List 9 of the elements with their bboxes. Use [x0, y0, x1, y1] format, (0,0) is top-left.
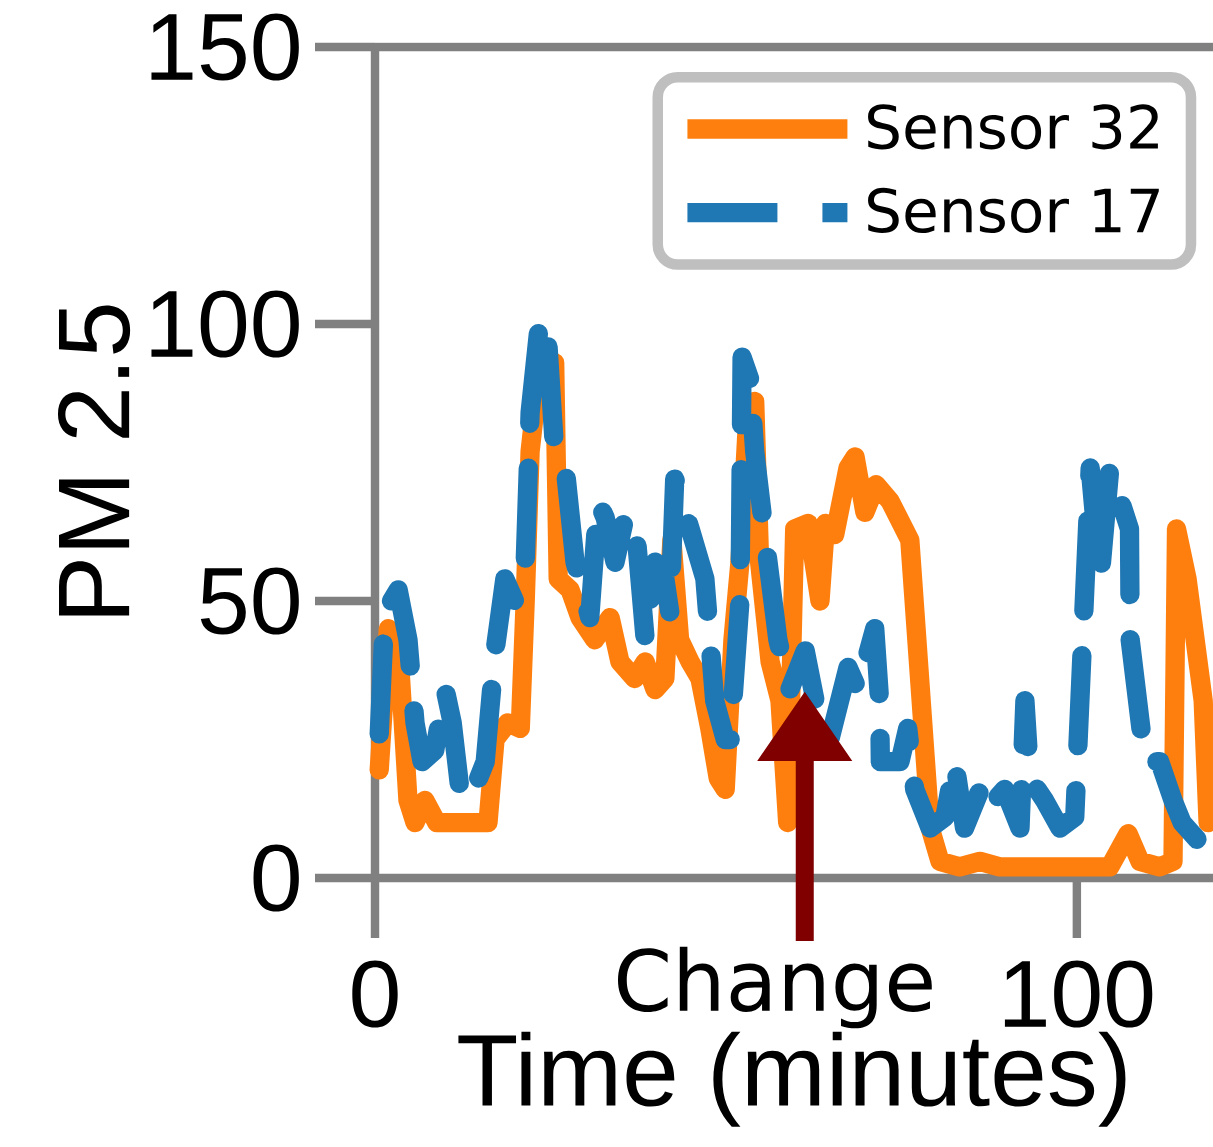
y-tick-label: 0 — [253, 844, 299, 912]
legend-label: Sensor 32 — [868, 104, 1158, 150]
x-axis-title: Time (minutes) — [458, 1031, 1126, 1127]
y-tick-label: 50 — [200, 567, 299, 635]
y-tick-label: 150 — [151, 13, 299, 81]
y-tick-label: 100 — [151, 290, 299, 358]
legend-label: Sensor 17 — [868, 187, 1159, 234]
y-axis-title: PM 2.5 — [57, 305, 131, 616]
text: Change — [618, 946, 932, 1029]
